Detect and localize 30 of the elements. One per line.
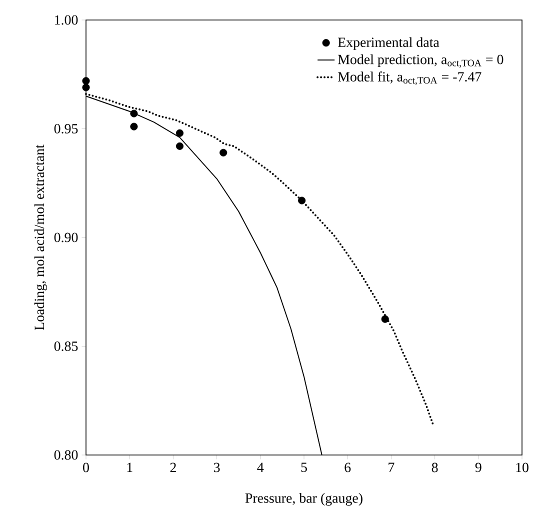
- point: [130, 122, 138, 130]
- y-tick-label: 0.85: [54, 342, 78, 351]
- legend-label: Model fit, a$_{oct,TOA}$ = -7.47: [338, 72, 482, 86]
- x-tick-label: 5: [301, 462, 307, 472]
- x-tick-label: 8: [432, 462, 438, 472]
- legend-label: Model prediction, a$_{oct,TOA}$ = 0: [338, 54, 504, 68]
- x-tick-label: 6: [344, 462, 351, 472]
- y-tick-label: 0.90: [54, 232, 78, 242]
- x-tick-label: 0: [83, 462, 89, 472]
- point: [220, 148, 228, 156]
- x-tick-label: 10: [516, 462, 528, 472]
- legend-label: Experimental data: [338, 37, 440, 50]
- y-tick-label: 0.95: [54, 124, 78, 134]
- point: [130, 110, 138, 118]
- y-axis-title: Loading, mol acid/mol extractant: [34, 144, 47, 330]
- y-tick-label: 0.80: [54, 450, 78, 460]
- x-tick-label: 9: [475, 462, 482, 472]
- y-tick-label: 1.00: [55, 15, 78, 25]
- point: [176, 129, 184, 137]
- point: [176, 142, 184, 150]
- point: [82, 77, 90, 85]
- x-tick-label: 4: [257, 462, 264, 472]
- point: [298, 196, 306, 204]
- x-tick-label: 3: [214, 462, 220, 472]
- x-tick-label: 1: [127, 462, 132, 472]
- x-axis-title: Pressure, bar (gauge): [245, 493, 362, 506]
- x-tick-label: 2: [170, 462, 176, 472]
- x-tick-label: 7: [388, 462, 394, 472]
- point: [381, 315, 389, 323]
- point: [82, 84, 90, 92]
